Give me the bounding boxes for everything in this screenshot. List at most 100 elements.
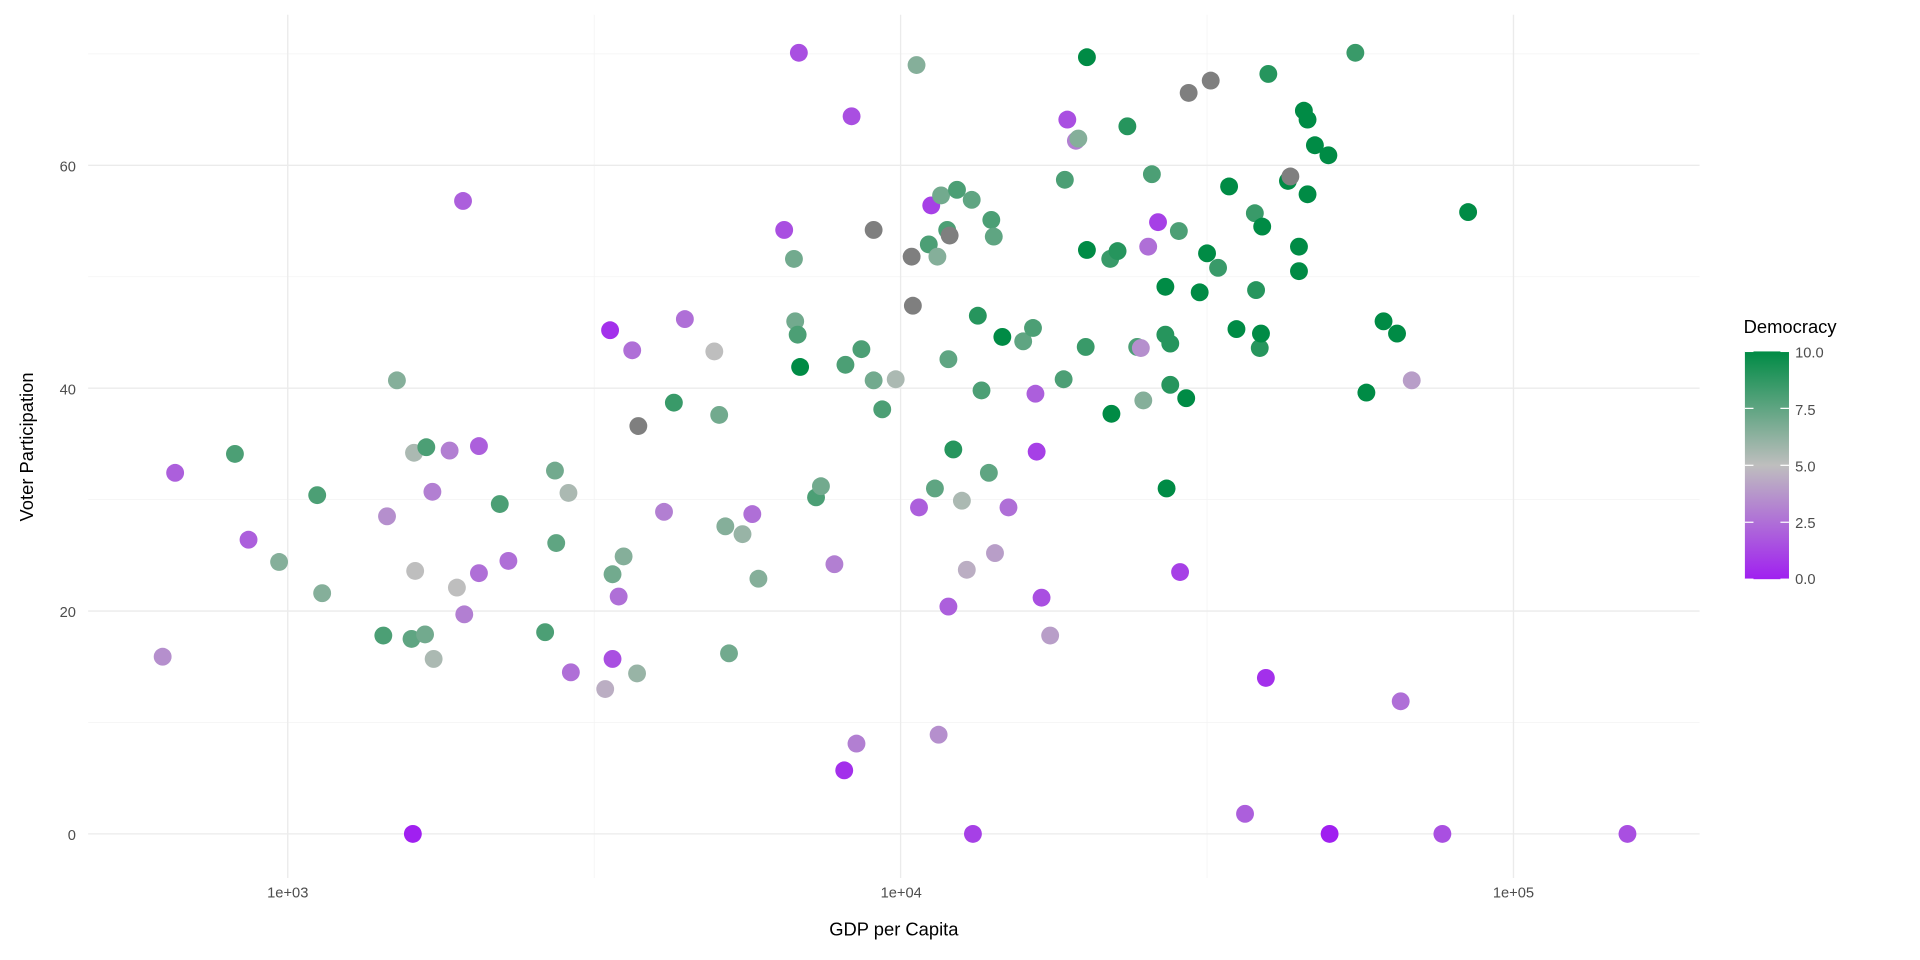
data-point [788, 325, 807, 344]
data-point [957, 560, 976, 579]
data-point [944, 440, 963, 459]
data-point [1459, 203, 1478, 222]
data-point [1069, 129, 1088, 148]
data-point [1253, 217, 1272, 236]
data-point [775, 220, 794, 239]
x-tick-label: 1e+05 [1493, 886, 1534, 902]
data-point [1290, 237, 1308, 256]
data-point [1055, 170, 1074, 189]
data-point [852, 340, 871, 359]
data-point [470, 437, 488, 456]
legend: Democracy 0.0 2.5 5.0 7.5 10.0 [1744, 316, 1838, 588]
data-point [968, 306, 987, 325]
data-point [166, 463, 185, 482]
data-point [655, 502, 673, 521]
data-point [403, 824, 422, 843]
data-point [1198, 244, 1216, 263]
y-tick-label: 20 [60, 605, 76, 621]
data-point [948, 180, 966, 199]
data-point [939, 350, 958, 369]
points-layer [153, 43, 1637, 843]
data-point [786, 312, 805, 331]
data-point [1236, 804, 1254, 823]
data-point [743, 505, 762, 524]
data-point [440, 441, 459, 460]
data-point [547, 534, 566, 552]
data-point [952, 491, 971, 510]
data-point [932, 186, 950, 205]
data-point [499, 551, 518, 570]
data-point [559, 483, 578, 502]
data-point [1433, 824, 1452, 843]
data-point [1357, 383, 1376, 402]
data-point [417, 438, 436, 457]
data-point [864, 371, 883, 390]
data-point [1118, 117, 1137, 136]
data-point [1298, 185, 1317, 204]
data-point [972, 381, 991, 400]
data-point [929, 725, 948, 744]
data-point [1305, 136, 1324, 155]
data-point [1108, 242, 1127, 261]
data-point [596, 680, 615, 698]
data-point [1058, 110, 1077, 129]
data-point [1161, 375, 1180, 394]
data-point [720, 644, 738, 663]
data-point [313, 584, 332, 603]
data-point [1388, 324, 1406, 343]
data-point [1142, 165, 1161, 184]
data-point [378, 507, 396, 526]
data-point [1054, 370, 1073, 389]
data-point [1252, 324, 1270, 343]
data-point [979, 463, 998, 482]
data-point [1157, 479, 1176, 498]
data-point [940, 226, 959, 245]
data-point [842, 107, 861, 126]
data-point [601, 321, 620, 340]
data-point [910, 498, 928, 517]
y-tick-labels: 0 20 40 60 [60, 159, 76, 844]
data-point [999, 498, 1018, 517]
data-point [1171, 563, 1190, 581]
data-point [710, 405, 729, 424]
data-point [939, 597, 958, 616]
data-point [406, 561, 425, 580]
grid [88, 14, 1700, 878]
data-point [993, 327, 1012, 346]
data-point [791, 358, 810, 376]
data-point [705, 342, 724, 361]
data-point [835, 761, 854, 780]
data-point [1250, 339, 1269, 357]
data-point [546, 461, 564, 480]
legend-tick-label: 10.0 [1795, 346, 1824, 362]
data-point [454, 192, 472, 210]
legend-tick-label: 2.5 [1795, 516, 1815, 532]
data-point [1014, 332, 1033, 351]
data-point [825, 555, 844, 574]
data-point [1220, 177, 1239, 196]
data-point [470, 564, 488, 583]
data-point [811, 477, 830, 496]
data-point [1290, 262, 1308, 281]
data-point [1201, 71, 1220, 90]
data-point [623, 341, 642, 360]
data-point [1256, 668, 1275, 687]
data-point [603, 565, 622, 584]
data-point [1247, 281, 1266, 300]
data-point [1618, 824, 1637, 843]
x-tick-label: 1e+04 [881, 886, 922, 902]
data-point [1076, 337, 1095, 356]
data-point [1374, 312, 1393, 331]
data-point [1077, 241, 1096, 259]
data-point [1134, 391, 1153, 410]
data-point [490, 495, 509, 513]
data-point [603, 649, 622, 668]
data-point [387, 371, 406, 390]
data-point [716, 517, 735, 536]
data-point [864, 220, 883, 239]
data-point [1077, 48, 1096, 67]
data-point [1320, 824, 1339, 843]
data-point [928, 247, 947, 266]
data-point [1227, 320, 1246, 339]
data-point [416, 625, 434, 644]
